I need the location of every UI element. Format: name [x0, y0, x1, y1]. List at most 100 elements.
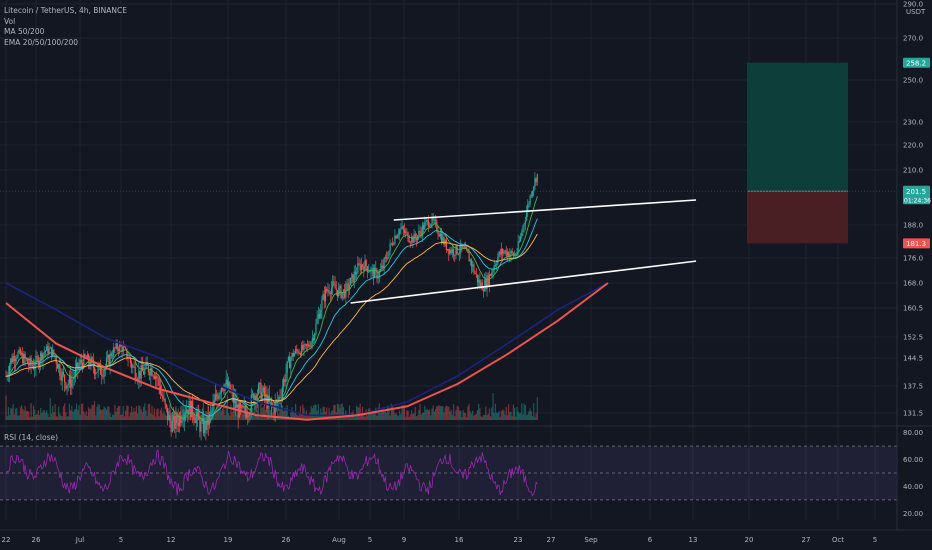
- candle-body: [170, 421, 172, 432]
- volume-bar: [390, 403, 392, 420]
- price-axis[interactable]: 131.5 137.5 144.5 152.5 160.5 168.0 176.0 188.0…: [896, 0, 926, 530]
- volume-bar: [53, 412, 55, 420]
- candle-body: [216, 394, 218, 397]
- volume-bar: [370, 411, 372, 420]
- volume-bar: [286, 405, 288, 420]
- candle-body: [314, 333, 316, 341]
- volume-bar: [74, 408, 77, 420]
- volume-bar: [333, 404, 335, 420]
- volume-bar: [236, 414, 238, 420]
- candle-body: [420, 232, 422, 236]
- volume-bar: [291, 407, 293, 420]
- candle-body: [143, 371, 145, 375]
- candle-body: [408, 241, 410, 243]
- volume-bar: [279, 408, 281, 420]
- candle-body: [171, 420, 173, 432]
- candle-body: [14, 358, 17, 362]
- candle-body: [123, 346, 126, 348]
- volume-bar: [482, 415, 485, 420]
- candle-body: [407, 232, 409, 242]
- trend-channel[interactable]: [350, 199, 697, 304]
- volume-bar: [480, 416, 482, 420]
- long-position-tool[interactable]: [0, 62, 897, 244]
- candle-body: [140, 364, 142, 379]
- volume-bar: [122, 405, 124, 420]
- price-tag: 258.2: [903, 57, 930, 68]
- volume-bar: [296, 414, 298, 420]
- candle-body: [99, 363, 102, 375]
- volume-bar: [298, 414, 300, 420]
- volume-bar: [399, 410, 401, 420]
- volume-bar: [426, 409, 428, 420]
- candle-body: [381, 265, 383, 269]
- candle-body: [385, 257, 388, 259]
- candle-body: [505, 250, 507, 256]
- candle-body: [58, 364, 60, 369]
- volume-bar: [338, 404, 340, 420]
- volume-bar: [427, 410, 430, 420]
- volume-bar: [464, 413, 467, 420]
- volume-bar: [227, 412, 230, 420]
- volume-bar: [493, 412, 495, 420]
- candle-body: [403, 229, 406, 233]
- candle-body: [193, 416, 195, 421]
- rsi-legend[interactable]: RSI (14, close): [4, 433, 59, 442]
- candle-body: [81, 362, 84, 368]
- volume-bar: [484, 414, 486, 420]
- candle-body: [168, 415, 170, 421]
- candle-body: [59, 364, 61, 376]
- volume-bar: [397, 416, 400, 420]
- volume-bar: [253, 411, 255, 420]
- volume-bar: [62, 406, 65, 420]
- volume-bar: [99, 409, 102, 420]
- candle-body: [231, 391, 233, 393]
- volume-bar: [67, 416, 69, 420]
- candle-body: [365, 260, 367, 267]
- candle-body: [165, 404, 167, 408]
- volume-bar: [510, 411, 512, 420]
- candle-body: [373, 267, 376, 279]
- candle-body: [503, 251, 505, 254]
- volume-bar: [395, 412, 397, 420]
- candle-body: [49, 347, 51, 349]
- symbol-title[interactable]: Litecoin / TetherUS, 4h, BINANCE: [4, 6, 127, 15]
- candle-body: [338, 287, 340, 297]
- candle-body: [151, 367, 153, 376]
- volume-bar: [452, 404, 455, 420]
- volume-bar: [146, 415, 148, 420]
- volume-bar: [66, 416, 68, 420]
- legend-ma[interactable]: MA 50/200: [4, 27, 45, 36]
- volume-bar: [534, 416, 536, 420]
- volume-bar: [140, 409, 142, 420]
- volume-bar: [417, 415, 419, 420]
- volume-bar: [423, 412, 425, 420]
- volume-bar: [36, 414, 38, 420]
- volume-bar: [84, 414, 86, 420]
- candle-body: [357, 263, 359, 274]
- volume-bar: [356, 405, 358, 420]
- legend-vol[interactable]: Vol: [4, 16, 16, 26]
- volume-bar: [413, 413, 415, 420]
- volume-bar: [306, 414, 309, 420]
- volume-bar: [127, 406, 129, 420]
- candle-body: [65, 382, 67, 389]
- volume-bar: [266, 406, 268, 420]
- candle-body: [476, 274, 479, 283]
- candle-body: [273, 406, 275, 414]
- candle-body: [153, 376, 155, 379]
- time-axis[interactable]: 22 26 Jul 5 12 19 26 Aug 5 9 16 23 27 Sep 6 13 20 27 Oct 5: [0, 529, 932, 544]
- volume-bar: [479, 408, 481, 420]
- candle-body: [486, 275, 488, 289]
- volume-bar: [478, 403, 480, 420]
- price-tick-label: 250.0: [903, 77, 923, 85]
- volume-bar: [70, 410, 72, 420]
- rsi-tick-label: 80.00: [903, 429, 923, 437]
- volume-bar: [48, 416, 50, 420]
- volume-bar: [472, 410, 474, 420]
- volume-bar: [393, 408, 395, 420]
- volume-bar: [188, 415, 190, 420]
- legend-ema[interactable]: EMA 20/50/100/200: [4, 37, 79, 47]
- candle-body: [499, 251, 501, 255]
